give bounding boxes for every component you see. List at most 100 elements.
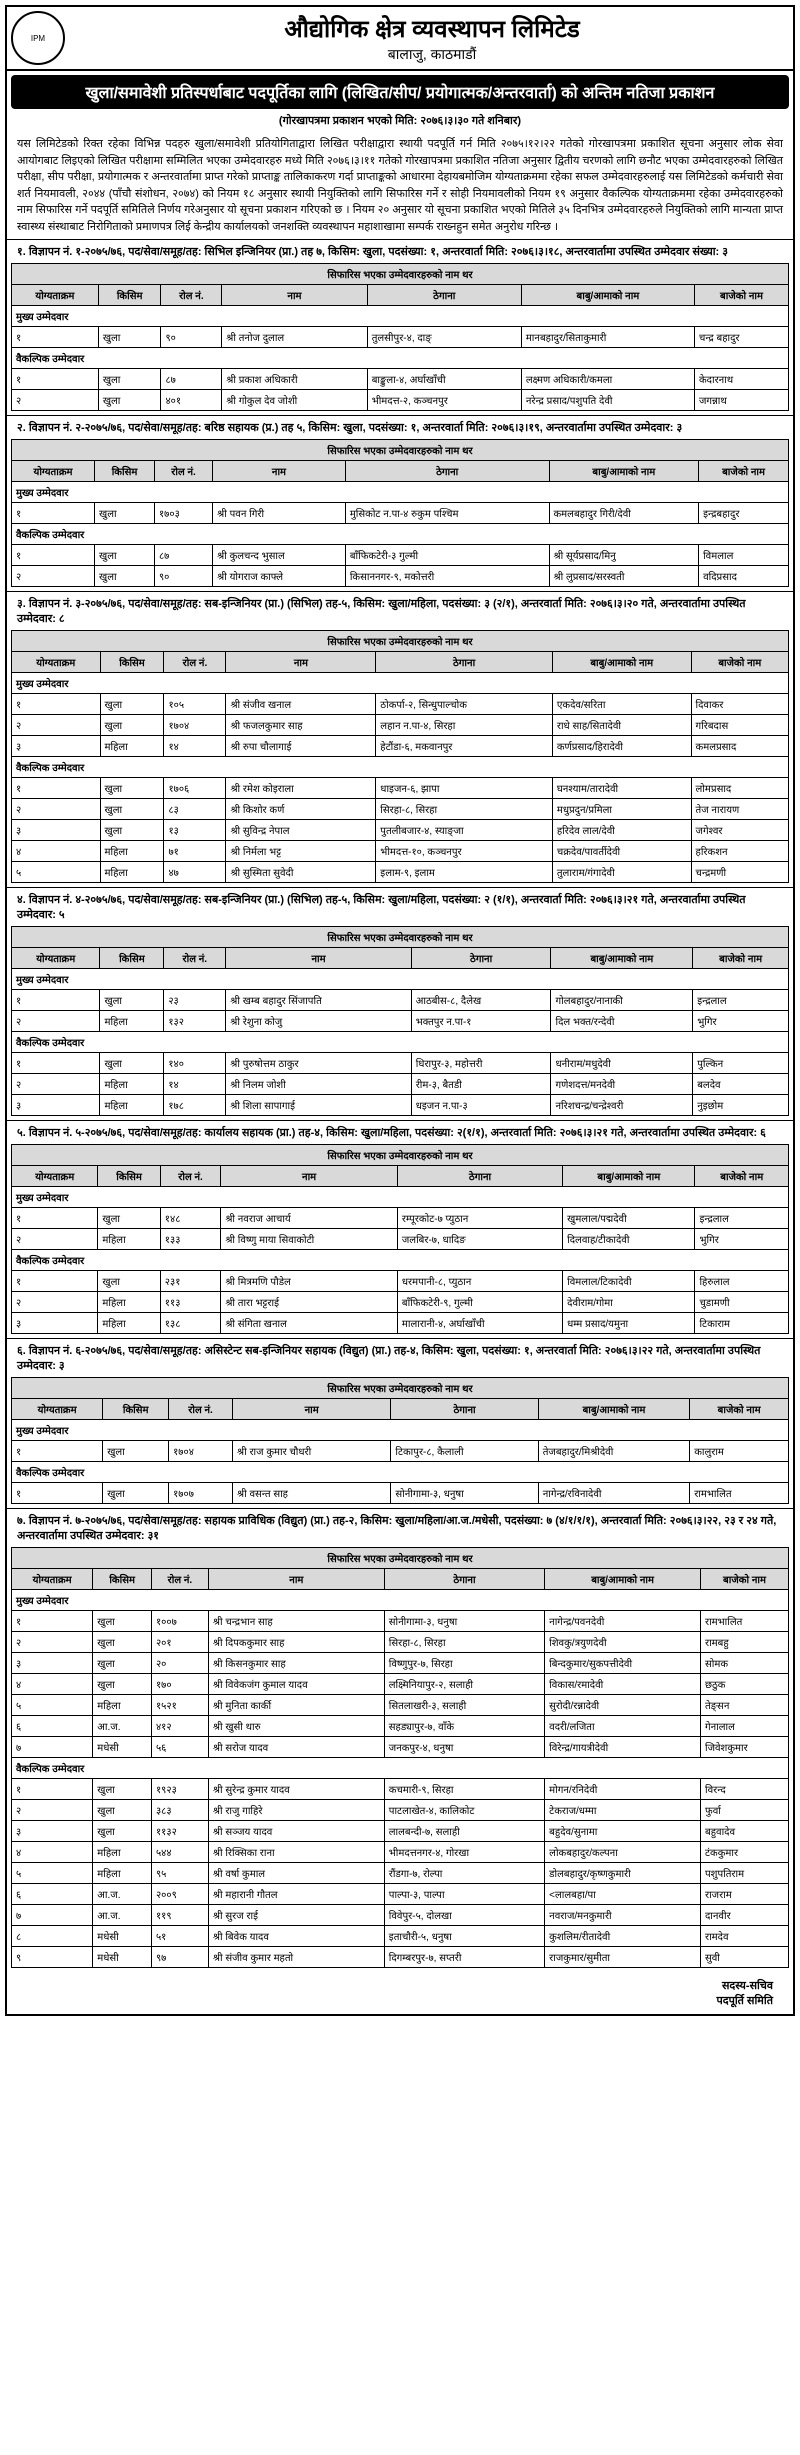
- table-cell: महिला: [93, 1842, 152, 1863]
- table-title: सिफारिस भएका उम्मेदवारहरुको नाम थर: [12, 440, 789, 461]
- table-row: ५महिला९५श्री वर्षा कुमालरौंडगा-७, रोल्पा…: [12, 1863, 789, 1884]
- column-header: नाम: [213, 461, 346, 482]
- table-cell: श्री सुरेन्द्र कुमार यादव: [208, 1779, 384, 1800]
- category-alt: वैकल्पिक उम्मेदवार: [12, 348, 789, 369]
- category-alt: वैकल्पिक उम्मेदवार: [12, 524, 789, 545]
- table-cell: श्री किशोर कर्ण: [226, 799, 376, 820]
- table-cell: बहुदेव/सुनामा: [545, 1821, 701, 1842]
- table-cell: किसाननगर-९, मकोत्तरी: [345, 566, 549, 587]
- result-table: सिफारिस भएका उम्मेदवारहरुको नाम थरयोग्यत…: [11, 630, 789, 883]
- column-header: किसिम: [100, 948, 164, 969]
- table-cell: नुइछोम: [693, 1095, 789, 1116]
- table-cell: राधे साह/सितादेवी: [552, 715, 691, 736]
- table-row: १खुला१९२३श्री सुरेन्द्र कुमार यादवकचमारी…: [12, 1779, 789, 1800]
- table-row: ३खुला११३२श्री सञ्जय यादवलालबन्दी-७, सलाह…: [12, 1821, 789, 1842]
- table-title: सिफारिस भएका उम्मेदवारहरुको नाम थर: [12, 1548, 789, 1569]
- table-cell: इन्द्रबहादुर: [699, 503, 789, 524]
- column-header: किसिम: [103, 1399, 169, 1420]
- table-row: ४महिला७१श्री निर्मला भट्टभीमदत्त-१०, कञ्…: [12, 841, 789, 862]
- table-cell: पाल्पा-३, पाल्पा: [384, 1884, 544, 1905]
- table-row: ३महिला१७८श्री शिला सापागाईधइजन न.पा-३नरि…: [12, 1095, 789, 1116]
- column-header: ठेगाना: [345, 461, 549, 482]
- table-row: २खुला३८३श्री राजु गाहिरेपाटलाखेत-४, कालि…: [12, 1800, 789, 1821]
- table-cell: २: [12, 799, 101, 820]
- table-row: १खुला१७०६श्री रमेश कोइरालाधाइजन-६, झापाघ…: [12, 778, 789, 799]
- table-cell: वदिप्रसाद: [699, 566, 789, 587]
- table-cell: दिल भक्त/रन्देवी: [551, 1011, 693, 1032]
- table-cell: नरिशचन्द्र/चन्द्रेश्वरी: [551, 1095, 693, 1116]
- table-cell: श्री महारानी गौतल: [208, 1884, 384, 1905]
- table-cell: तुलाराम/गंगादेवी: [552, 862, 691, 883]
- table-cell: घनश्याम/तारादेवी: [552, 778, 691, 799]
- table-cell: १०५: [164, 694, 226, 715]
- column-header: नाम: [222, 285, 367, 306]
- table-cell: मोगन/रनिदेवी: [545, 1779, 701, 1800]
- table-cell: महिला: [100, 862, 164, 883]
- table-cell: बिन्दकुमार/सुकपत्तीदेवी: [545, 1653, 701, 1674]
- table-row: ३महिला१३८श्री संगिता खनालमालारानी-४, अर्…: [12, 1313, 789, 1334]
- table-cell: ३८३: [151, 1800, 208, 1821]
- column-header: नाम: [226, 652, 376, 673]
- table-cell: महिला: [93, 1863, 152, 1884]
- table-row: १खुला१७०७श्री वसन्त साहसोनीगामा-३, धनुषा…: [12, 1483, 789, 1504]
- table-cell: भीमदत्त-१०, कञ्चनपुर: [376, 841, 553, 862]
- table-cell: श्री खुसी थारु: [208, 1716, 384, 1737]
- table-cell: पुल्किन: [693, 1053, 789, 1074]
- table-cell: मधुप्रदुन/प्रमिला: [552, 799, 691, 820]
- table-cell: १: [12, 778, 101, 799]
- table-row: ४खुला१७०श्री विवेकजंग कुमाल यादवलक्ष्मिन…: [12, 1674, 789, 1695]
- table-cell: श्री संगिता खनाल: [221, 1313, 398, 1334]
- table-cell: शिवकु/त्रयुणदेवी: [545, 1632, 701, 1653]
- section-heading: ४. विज्ञापन नं. ४-२०७५/७६, पद/सेवा/समूह/…: [7, 887, 793, 926]
- column-header: रोल नं.: [161, 285, 222, 306]
- table-row: ६आ.ज.४१२श्री खुसी थारुसहड्यापुर-७, वाँके…: [12, 1716, 789, 1737]
- table-cell: श्री तारा भट्टराई: [221, 1292, 398, 1313]
- table-cell: ७१: [164, 841, 226, 862]
- table-cell: ८७: [154, 545, 212, 566]
- column-header: किसिम: [98, 1166, 160, 1187]
- table-cell: १: [12, 369, 99, 390]
- table-cell: श्री कुलचन्द भुसाल: [213, 545, 346, 566]
- table-cell: ४०१: [161, 390, 222, 411]
- table-cell: छठुक: [700, 1674, 788, 1695]
- column-header: ठेगाना: [376, 652, 553, 673]
- table-cell: बाँफिकटेरी-९, गुल्मी: [397, 1292, 562, 1313]
- table-cell: श्री योगराज काफ्ले: [213, 566, 346, 587]
- table-cell: ३: [12, 1095, 100, 1116]
- section-heading: ५. विज्ञापन नं. ५-२०७५/७६, पद/सेवा/समूह/…: [7, 1120, 793, 1144]
- table-cell: खुला: [98, 1271, 160, 1292]
- result-table: सिफारिस भएका उम्मेदवारहरुको नाम थरयोग्यत…: [11, 1144, 789, 1334]
- table-cell: खुला: [93, 1611, 152, 1632]
- table-cell: खुला: [98, 327, 161, 348]
- table-cell: १: [12, 1441, 103, 1462]
- column-header: बाजेको नाम: [700, 1569, 788, 1590]
- category-main: मुख्य उम्मेदवार: [12, 1187, 789, 1208]
- table-cell: भुगिर: [693, 1011, 789, 1032]
- table-cell: १३८: [160, 1313, 221, 1334]
- table-cell: १४: [164, 1074, 226, 1095]
- table-cell: खुला: [100, 778, 164, 799]
- column-header: बाजेको नाम: [699, 461, 789, 482]
- column-header: ठेगाना: [391, 1399, 538, 1420]
- table-cell: लोकबहादुर/कल्पना: [545, 1842, 701, 1863]
- table-cell: गोलबहादुर/नानाकी: [551, 990, 693, 1011]
- table-cell: कमलप्रसाद: [691, 736, 788, 757]
- table-cell: श्री सुरज राई: [208, 1905, 384, 1926]
- table-cell: नवराज/मनकुमारी: [545, 1905, 701, 1926]
- column-header: नाम: [208, 1569, 384, 1590]
- table-cell: १: [12, 1779, 93, 1800]
- table-cell: श्री लुप्रसाद/सरस्वती: [549, 566, 699, 587]
- table-cell: दिलवाह/टीकादेवी: [563, 1229, 695, 1250]
- column-header: बाबु/आमाको नाम: [549, 461, 699, 482]
- table-cell: १७०३: [154, 503, 212, 524]
- table-cell: ८७: [161, 369, 222, 390]
- table-cell: कमलबहादुर गिरी/देवी: [549, 503, 699, 524]
- table-cell: सिरहा-८, सिरहा: [376, 799, 553, 820]
- table-cell: चक्रदेव/पावर्तीदेवी: [552, 841, 691, 862]
- result-table: सिफारिस भएका उम्मेदवारहरुको नाम थरयोग्यत…: [11, 439, 789, 587]
- column-header: किसिम: [98, 285, 161, 306]
- notice-banner: खुला/समावेशी प्रतिस्पर्धाबाट पदपूर्तिका …: [11, 75, 789, 109]
- column-header: रोल नं.: [169, 1399, 233, 1420]
- table-cell: इताचौरी-५, धनुषा: [384, 1926, 544, 1947]
- table-cell: ३: [12, 1821, 93, 1842]
